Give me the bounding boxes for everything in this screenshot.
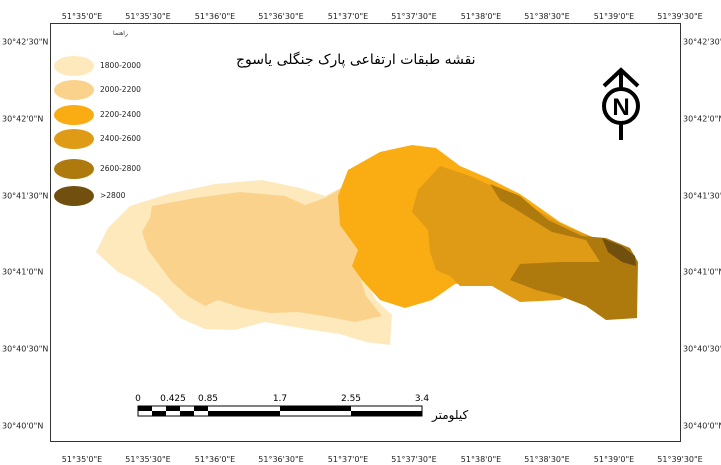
legend-swatch bbox=[54, 80, 94, 100]
lat-tick-left: 30°40'30"N bbox=[2, 344, 49, 354]
legend-swatch bbox=[54, 129, 94, 149]
scale-unit: کیلومتر bbox=[432, 408, 469, 422]
legend-swatch bbox=[54, 159, 94, 179]
zone-2600-2800[interactable] bbox=[490, 184, 638, 320]
scale-label: 0.425 bbox=[160, 394, 186, 404]
lon-tick-bottom: 51°35'30"E bbox=[125, 455, 171, 464]
legend-label: 2000-2200 bbox=[100, 85, 141, 94]
north-letter: N bbox=[612, 94, 629, 121]
lat-tick-right: 30°41'0"N bbox=[683, 267, 721, 277]
scale-label: 0 bbox=[135, 394, 141, 404]
lon-tick-top: 51°36'30"E bbox=[258, 12, 304, 21]
lon-tick-top: 51°35'30"E bbox=[125, 12, 171, 21]
lon-tick-top: 51°36'0"E bbox=[194, 12, 236, 21]
lon-tick-top: 51°39'0"E bbox=[593, 12, 635, 21]
lon-tick-bottom: 51°39'0"E bbox=[593, 455, 635, 464]
lat-tick-right: 30°42'30"N bbox=[683, 37, 721, 47]
lat-tick-right: 30°40'0"N bbox=[683, 421, 721, 431]
lon-tick-top: 51°39'30"E bbox=[657, 12, 703, 21]
scale-label: 1.7 bbox=[272, 394, 288, 404]
lon-tick-top: 51°38'0"E bbox=[460, 12, 502, 21]
lon-tick-bottom: 51°36'0"E bbox=[194, 455, 236, 464]
lon-tick-bottom: 51°36'30"E bbox=[258, 455, 304, 464]
scale-label: 3.4 bbox=[414, 394, 430, 404]
legend-label: 2200-2400 bbox=[100, 110, 141, 119]
lat-tick-right: 30°42'0"N bbox=[683, 114, 721, 124]
legend-label: 2400-2600 bbox=[100, 134, 141, 143]
lon-tick-bottom: 51°38'0"E bbox=[460, 455, 502, 464]
lat-tick-left: 30°42'0"N bbox=[2, 114, 44, 124]
north-arrow-icon: N bbox=[602, 67, 640, 140]
lat-tick-left: 30°41'30"N bbox=[2, 191, 49, 201]
lon-tick-bottom: 51°38'30"E bbox=[524, 455, 570, 464]
zone-above-2800[interactable] bbox=[602, 238, 636, 266]
legend-swatch bbox=[54, 105, 94, 125]
map-frame bbox=[50, 23, 681, 442]
lon-tick-top: 51°37'30"E bbox=[391, 12, 437, 21]
scale-label: 2.55 bbox=[340, 394, 362, 404]
lon-tick-top: 51°38'30"E bbox=[524, 12, 570, 21]
lat-tick-left: 30°41'0"N bbox=[2, 267, 44, 277]
map-title: نقشه طبقات ارتفاعی پارک جنگلی یاسوج bbox=[236, 52, 476, 68]
lon-tick-bottom: 51°39'30"E bbox=[657, 455, 703, 464]
legend-label: 2600-2800 bbox=[100, 164, 141, 173]
zone-2000-2200[interactable] bbox=[142, 176, 382, 322]
lon-tick-top: 51°35'0"E bbox=[61, 12, 103, 21]
lat-tick-left: 30°40'0"N bbox=[2, 421, 44, 431]
lon-tick-bottom: 51°35'0"E bbox=[61, 455, 103, 464]
lon-tick-bottom: 51°37'30"E bbox=[391, 455, 437, 464]
lon-tick-top: 51°37'0"E bbox=[327, 12, 369, 21]
legend-swatch bbox=[54, 56, 94, 76]
scale-label: 0.85 bbox=[197, 394, 219, 404]
lon-tick-bottom: 51°37'0"E bbox=[327, 455, 369, 464]
legend-label: >2800 bbox=[100, 191, 126, 200]
legend-title: راهنما bbox=[113, 30, 128, 37]
elevation-zones bbox=[96, 145, 638, 345]
lat-tick-right: 30°41'30"N bbox=[683, 191, 721, 201]
scale-bar bbox=[137, 405, 423, 417]
lat-tick-right: 30°40'30"N bbox=[683, 344, 721, 354]
lat-tick-left: 30°42'30"N bbox=[2, 37, 49, 47]
legend-swatch bbox=[54, 186, 94, 206]
legend-label: 1800-2000 bbox=[100, 61, 141, 70]
